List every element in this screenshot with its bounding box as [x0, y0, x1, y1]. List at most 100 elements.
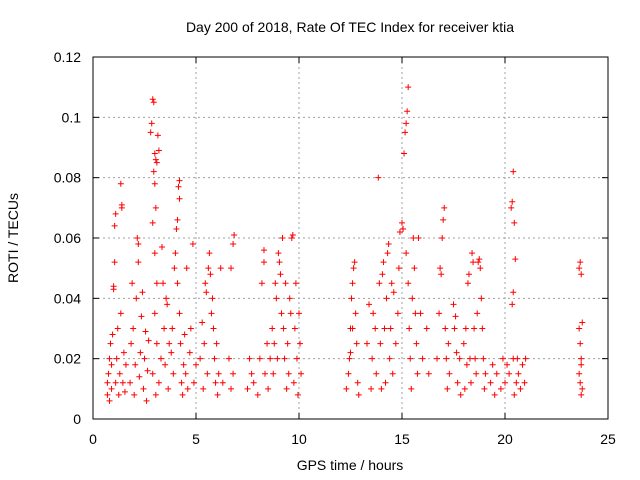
data-point	[149, 219, 156, 226]
data-point	[180, 361, 187, 368]
x-axis-label: GPS time / hours	[297, 457, 404, 473]
data-point	[133, 295, 140, 302]
data-point	[514, 355, 521, 362]
data-point	[262, 370, 269, 377]
data-point	[111, 259, 118, 266]
x-tick-label: 25	[600, 431, 616, 447]
data-point	[275, 250, 282, 257]
data-point	[202, 280, 209, 287]
data-point	[392, 340, 399, 347]
data-point	[108, 385, 115, 392]
data-point	[115, 391, 122, 398]
data-point	[468, 379, 475, 386]
data-point	[267, 355, 274, 362]
data-point	[212, 379, 219, 386]
data-point	[187, 325, 194, 332]
data-point	[168, 349, 175, 356]
data-point	[370, 310, 377, 317]
data-point	[184, 385, 191, 392]
data-point	[230, 241, 237, 248]
data-point	[151, 150, 158, 157]
data-point	[174, 280, 181, 287]
data-point	[519, 361, 526, 368]
data-point	[162, 361, 169, 368]
data-point	[472, 355, 479, 362]
data-point	[401, 150, 408, 157]
data-point	[395, 265, 402, 272]
data-point	[248, 370, 255, 377]
data-point	[140, 385, 147, 392]
y-axis-label: ROTI / TECUs	[5, 193, 21, 283]
data-point	[577, 259, 584, 266]
data-point	[165, 385, 172, 392]
data-point	[579, 385, 586, 392]
data-point	[173, 225, 180, 232]
data-point	[145, 337, 152, 344]
data-point	[482, 370, 489, 377]
data-point	[141, 355, 148, 362]
data-point	[276, 259, 283, 266]
data-point	[384, 250, 391, 257]
data-point	[151, 250, 158, 257]
data-point	[497, 385, 504, 392]
data-point	[417, 310, 424, 317]
data-point	[284, 340, 291, 347]
data-point	[106, 397, 113, 404]
data-point	[244, 385, 251, 392]
y-tick-label: 0.02	[54, 351, 81, 367]
data-point	[454, 379, 461, 386]
grid-lines	[93, 57, 608, 419]
data-point	[104, 379, 111, 386]
data-point	[150, 99, 157, 106]
data-point	[113, 355, 120, 362]
data-point	[479, 325, 486, 332]
data-point	[287, 310, 294, 317]
data-point	[477, 265, 484, 272]
data-point	[206, 250, 213, 257]
data-point	[383, 295, 390, 302]
data-point	[471, 325, 478, 332]
data-point	[297, 340, 304, 347]
data-point	[345, 370, 352, 377]
data-point	[109, 331, 116, 338]
data-point	[157, 355, 164, 362]
data-point	[389, 370, 396, 377]
data-point	[453, 349, 460, 356]
data-point	[473, 370, 480, 377]
data-point	[106, 355, 113, 362]
data-point	[394, 310, 401, 317]
data-point	[272, 280, 279, 287]
data-points	[104, 84, 586, 404]
data-point	[480, 355, 487, 362]
data-point	[211, 355, 218, 362]
data-point	[273, 295, 280, 302]
data-point	[355, 391, 362, 398]
data-point	[510, 168, 517, 175]
data-point	[228, 385, 235, 392]
data-point	[155, 379, 162, 386]
data-point	[129, 280, 136, 287]
data-point	[152, 204, 159, 211]
data-point	[181, 331, 188, 338]
data-point	[381, 325, 388, 332]
data-point	[107, 340, 114, 347]
data-point	[487, 379, 494, 386]
data-point	[114, 325, 121, 332]
data-point	[197, 355, 204, 362]
data-point	[466, 355, 473, 362]
data-point	[122, 361, 129, 368]
data-point	[343, 385, 350, 392]
data-point	[215, 370, 222, 377]
data-point	[509, 198, 516, 205]
data-point	[285, 370, 292, 377]
data-point	[193, 361, 199, 368]
data-point	[176, 177, 183, 184]
data-point	[108, 361, 115, 368]
data-point	[481, 385, 488, 392]
y-tick-label: 0.1	[62, 109, 82, 125]
data-point	[578, 271, 585, 278]
data-point	[445, 340, 452, 347]
data-point	[210, 325, 217, 332]
data-point	[186, 349, 193, 356]
data-point	[265, 385, 272, 392]
